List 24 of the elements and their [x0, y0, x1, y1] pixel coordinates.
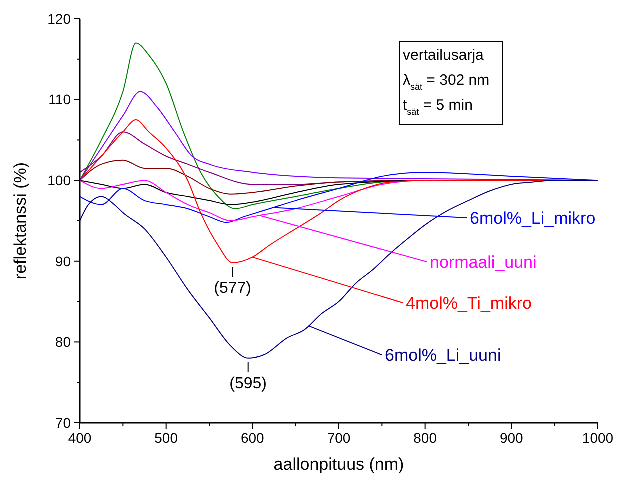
annotation: (595)	[230, 375, 268, 392]
series-label: 6mol%_Li_mikro	[470, 208, 596, 228]
x-tick-label: 600	[240, 430, 265, 446]
y-tick-label: 70	[55, 414, 72, 431]
x-tick-label: 400	[68, 430, 92, 446]
annotation: λ$_{sät}$ = 302 nm	[403, 72, 490, 92]
y-axis-title: reflektanssi (%)	[11, 162, 30, 280]
annotation: t$_{sät}$ = 5 min	[403, 97, 473, 117]
x-axis-title: aallonpituus (nm)	[274, 455, 404, 474]
text: 6mol%_Li_uuni	[385, 346, 502, 365]
y-tick-label: 120	[48, 10, 72, 27]
annotation: vertailusarja	[403, 47, 485, 64]
text: normaali_uuni	[430, 252, 537, 272]
y-tick-label: 80	[55, 334, 72, 350]
x-tick-label: 900	[500, 430, 524, 446]
x-tick-label: 500	[154, 430, 178, 446]
x-tick-label: 1000	[582, 430, 614, 446]
y-tick-label: 100	[48, 172, 72, 188]
annotation: (577)	[214, 280, 252, 298]
y-tick-label: 110	[48, 92, 72, 108]
x-tick-label: 800	[414, 430, 438, 446]
y-tick-label: 90	[55, 253, 72, 270]
text: 4mol%_Ti_mikro	[406, 294, 532, 313]
x-tick-label: 700	[327, 430, 351, 446]
